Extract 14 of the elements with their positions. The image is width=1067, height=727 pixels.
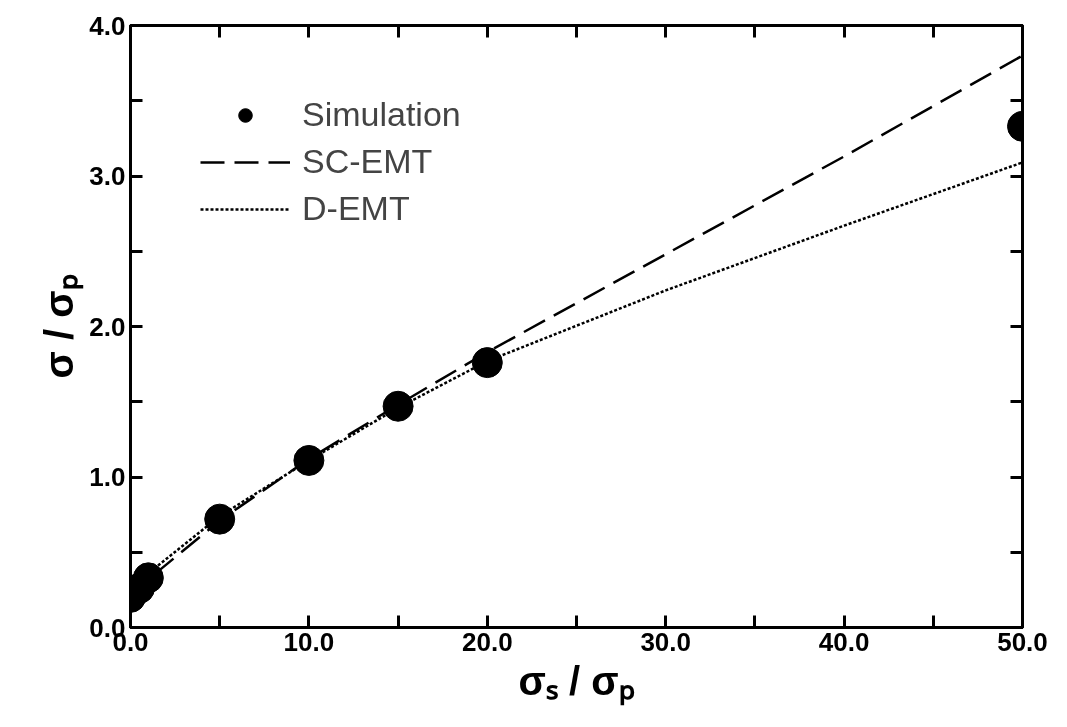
x-tick-label: 20.0: [462, 626, 513, 657]
legend-label: Simulation: [302, 95, 461, 134]
legend-label: SC-EMT: [302, 142, 433, 181]
x-tick-label: 30.0: [640, 626, 692, 657]
y-tick-label: 2.0: [89, 311, 126, 342]
y-tick-label: 3.0: [89, 161, 126, 191]
x-tick-label: 40.0: [818, 626, 870, 657]
x-axis-title: σₛ / σₚ: [518, 658, 635, 706]
y-axis-title: σ / σₚ: [37, 274, 85, 379]
x-tick-label: 50.0: [997, 626, 1048, 657]
x-tick-label: 10.0: [283, 626, 335, 657]
y-tick-label: 4.0: [89, 10, 126, 41]
legend-label: D-EMT: [302, 189, 410, 228]
y-tick-label: 1.0: [89, 462, 126, 492]
